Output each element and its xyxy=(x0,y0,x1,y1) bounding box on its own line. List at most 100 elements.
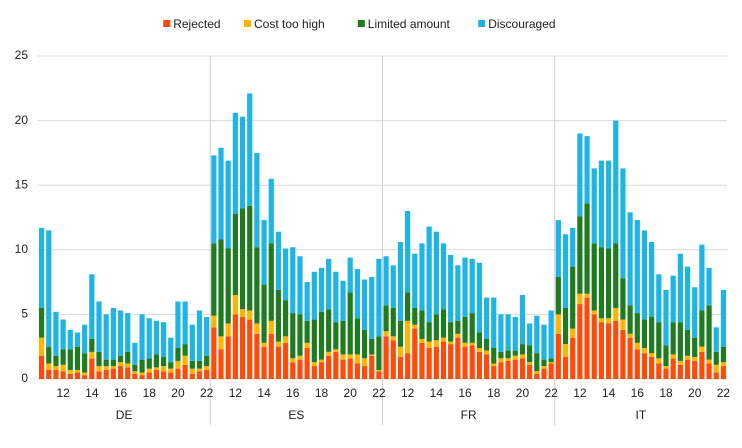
bar-segment xyxy=(620,278,626,320)
x-tick-label: 12 xyxy=(401,386,415,400)
bar-segment xyxy=(225,248,231,324)
bar-segment xyxy=(448,341,454,345)
x-tick-label: 12 xyxy=(229,386,243,400)
bar-segment xyxy=(505,314,511,351)
bar-segment xyxy=(656,358,662,364)
bar-segment xyxy=(713,372,719,379)
bar-segment xyxy=(290,358,296,363)
bar-segment xyxy=(125,363,131,368)
bar-segment xyxy=(713,351,719,365)
bar-segment xyxy=(577,293,583,305)
bar-segment xyxy=(591,168,597,244)
bar-segment xyxy=(182,364,188,379)
bar-segment xyxy=(519,344,526,355)
bar-segment xyxy=(584,297,590,379)
bar-segment xyxy=(74,369,81,373)
x-tick-label: 20 xyxy=(516,386,530,400)
bar-segment xyxy=(354,363,360,379)
bar-segment xyxy=(318,362,325,379)
x-tick-label: 22 xyxy=(200,386,214,400)
bar-segment xyxy=(211,155,217,244)
bar-segment xyxy=(82,375,88,379)
legend-swatch xyxy=(478,20,486,27)
bar-segment xyxy=(548,310,554,359)
bar-segment xyxy=(38,355,45,379)
bar-segment xyxy=(598,318,605,323)
bar-segment xyxy=(153,320,160,355)
bar-segment xyxy=(232,213,238,296)
group-label: ES xyxy=(288,408,304,422)
bar-segment xyxy=(125,351,131,364)
bar-segment xyxy=(117,310,124,356)
bar-segment xyxy=(125,313,131,352)
bar-segment xyxy=(670,275,676,323)
bar-segment xyxy=(483,350,490,355)
bar-segment xyxy=(649,316,655,354)
bar-segment xyxy=(275,346,282,379)
bar-segment xyxy=(706,359,712,364)
bar-segment xyxy=(46,369,52,379)
bar-segment xyxy=(562,344,569,358)
bar-segment xyxy=(261,346,267,379)
bar-segment xyxy=(706,305,712,360)
bar-segment xyxy=(139,375,145,379)
bar-segment xyxy=(383,256,389,306)
bar-segment xyxy=(720,366,727,379)
bar-segment xyxy=(670,322,676,355)
bar-segment xyxy=(67,349,73,370)
bar-segment xyxy=(433,314,439,341)
bar-segment xyxy=(541,324,547,360)
bar-segment xyxy=(405,211,411,293)
bar-segment xyxy=(455,333,461,338)
bar-segment xyxy=(103,366,109,370)
bar-segment xyxy=(397,357,404,379)
bar-segment xyxy=(82,353,88,373)
bar-segment xyxy=(462,346,468,379)
bar-segment xyxy=(146,368,152,373)
x-tick-label: 22 xyxy=(372,386,386,400)
bar-segment xyxy=(46,230,52,347)
bar-segment xyxy=(555,276,561,315)
bar-segment xyxy=(720,289,727,347)
bar-segment xyxy=(584,293,590,298)
bar-segment xyxy=(555,314,561,334)
bar-segment xyxy=(562,234,569,308)
bar-segment xyxy=(634,349,640,379)
bar-segment xyxy=(412,328,418,379)
bar-segment xyxy=(684,355,691,360)
bar-segment xyxy=(103,369,109,379)
bar-segment xyxy=(304,342,310,348)
bar-segment xyxy=(641,319,648,348)
bar-segment xyxy=(433,340,439,347)
bar-segment xyxy=(713,364,719,373)
x-tick-label: 14 xyxy=(602,386,616,400)
bar-segment xyxy=(290,362,296,379)
bar-segment xyxy=(376,258,382,337)
bar-segment xyxy=(476,262,482,333)
bar-segment xyxy=(196,371,203,379)
bar-segment xyxy=(283,300,289,337)
bar-segment xyxy=(103,314,109,360)
bar-segment xyxy=(204,366,210,370)
bar-segment xyxy=(189,368,195,374)
bar-segment xyxy=(534,315,540,354)
bar-segment xyxy=(67,329,73,350)
bar-segment xyxy=(634,342,640,350)
bar-segment xyxy=(347,354,353,359)
bar-segment xyxy=(699,351,705,379)
bar-segment xyxy=(692,360,698,379)
bar-segment xyxy=(239,116,246,209)
bar-segment xyxy=(189,373,195,379)
bar-segment xyxy=(354,318,360,355)
bar-segment xyxy=(548,362,554,364)
bar-segment xyxy=(541,366,547,369)
bar-segment xyxy=(38,337,45,356)
bar-segment xyxy=(684,329,691,356)
bar-segment xyxy=(720,362,727,367)
bar-segment xyxy=(239,316,246,379)
bar-segment xyxy=(261,342,267,347)
bar-segment xyxy=(512,350,518,356)
bar-segment xyxy=(534,371,540,374)
group-label: IT xyxy=(636,408,647,422)
bar-segment xyxy=(354,269,360,319)
